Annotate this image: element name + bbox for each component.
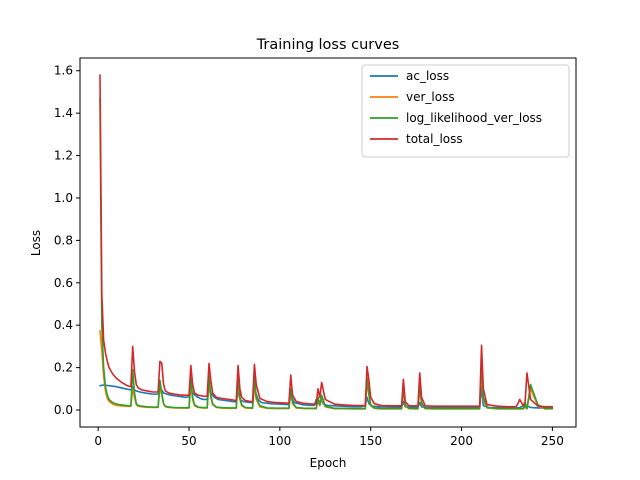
x-tick-label: 50	[181, 434, 196, 448]
y-tick-label: 1.2	[54, 149, 73, 163]
legend: ac_loss ver_loss log_likelihood_ver_lossto…	[361, 64, 570, 158]
x-axis-label: Epoch	[310, 456, 347, 470]
x-tick-label: 100	[268, 434, 291, 448]
series-line-total-loss	[99, 74, 554, 408]
y-tick-label: 1.0	[54, 191, 73, 205]
y-tick-label: 0.4	[54, 318, 73, 332]
series-line-log-likelihood-ver-loss	[99, 97, 554, 410]
legend-label-log-likelihood-ver-loss: log_likelihood_ver_loss	[406, 111, 542, 125]
y-tick-label: 0.0	[54, 403, 73, 417]
series-line-ac-loss	[99, 384, 554, 409]
y-tick-label: 0.2	[54, 361, 73, 375]
legend-label-total-loss: total_loss	[406, 132, 463, 146]
x-tick-label: 200	[450, 434, 473, 448]
y-axis-label: Loss	[29, 230, 43, 256]
y-tick-label: 1.6	[54, 64, 73, 78]
plot-frame	[79, 57, 577, 428]
legend-label-ac-loss: ac_loss	[406, 69, 449, 83]
x-axis: 0 50 100 150 200 250	[94, 427, 564, 448]
x-tick-label: 250	[541, 434, 564, 448]
y-tick-label: 0.6	[54, 276, 73, 290]
series-layer	[99, 74, 554, 410]
x-tick-label: 150	[359, 434, 382, 448]
chart-title: Training loss curves	[256, 37, 400, 53]
x-tick-label: 0	[94, 434, 102, 448]
y-tick-label: 1.4	[54, 106, 73, 120]
legend-box	[361, 64, 570, 158]
y-tick-label: 0.8	[54, 233, 73, 247]
legend-label-ver-loss: ver_loss	[406, 90, 455, 104]
y-axis: 0.0 0.2 0.4 0.6 0.8 1.0 1.2 1.4 1.6	[54, 64, 80, 417]
